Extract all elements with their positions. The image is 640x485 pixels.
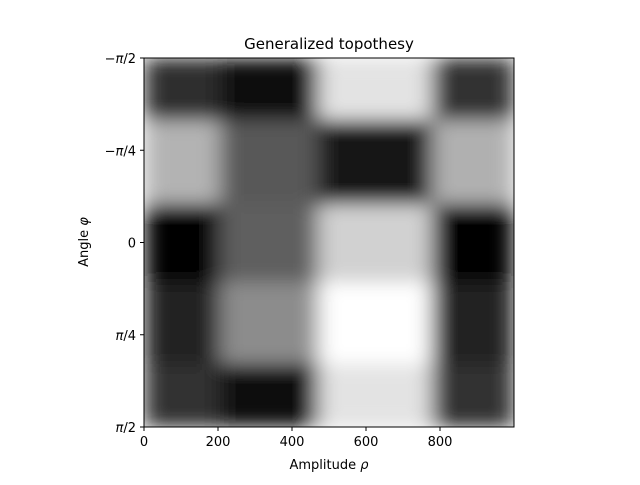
heatmap-cell-r1-c0 — [144, 120, 221, 205]
heatmap-cell-r0-c4 — [440, 58, 514, 121]
heatmap-cell-r4-c3 — [432, 364, 441, 427]
x-tick-label-2: 400 — [280, 435, 305, 450]
heatmap-cell-r1-c1 — [220, 120, 319, 205]
x-axis: 0 200 400 600 800 — [140, 427, 453, 450]
y-tick-label-2: 0 — [128, 237, 136, 252]
heatmap-cell-r2-c3 — [432, 204, 441, 283]
y-tick-label-4: π/2 — [116, 421, 136, 436]
x-tick-label-1: 200 — [206, 435, 231, 450]
y-axis-label: Angle φ — [77, 217, 92, 267]
heatmap-cell-r2-c4 — [440, 204, 514, 283]
heatmap-cell-r2-c2 — [318, 204, 433, 283]
heatmap-cell-r0-c2 — [318, 58, 433, 121]
heatmap-cell-r0-c3 — [432, 58, 441, 121]
heatmap-cells — [144, 58, 514, 427]
heatmap-cell-r4-c0 — [144, 364, 221, 427]
heatmap-cell-r3-c2 — [318, 282, 433, 365]
heatmap-cell-r0-c0 — [144, 58, 221, 121]
heatmap-cell-r1-c3 — [432, 120, 441, 205]
heatmap-cell-r4-c1 — [220, 364, 319, 427]
y-tick-label-1: −π/4 — [105, 144, 136, 159]
heatmap-cell-r2-c1 — [220, 204, 319, 283]
x-tick-label-0: 0 — [140, 435, 148, 450]
heatmap-cell-r3-c3 — [432, 282, 441, 365]
y-axis: −π/2 −π/4 0 π/4 π/2 — [105, 52, 144, 436]
heatmap-cell-r1-c2 — [318, 120, 433, 205]
heatmap-cell-r1-c4 — [440, 120, 514, 205]
x-tick-label-3: 600 — [354, 435, 379, 450]
heatmap-cell-r4-c2 — [318, 364, 433, 427]
heatmap-cell-r0-c1 — [220, 58, 319, 121]
heatmap-cell-r4-c4 — [440, 364, 514, 427]
heatmap-cell-r3-c1 — [220, 282, 319, 365]
heatmap-cell-r3-c0 — [144, 282, 221, 365]
chart-title: Generalized topothesy — [244, 35, 414, 53]
x-tick-label-4: 800 — [428, 435, 453, 450]
y-tick-label-0: −π/2 — [105, 52, 136, 67]
heatmap-cell-r2-c0 — [144, 204, 221, 283]
y-tick-label-3: π/4 — [116, 329, 136, 344]
heatmap-cell-r3-c4 — [440, 282, 514, 365]
x-axis-label: Amplitude ρ — [289, 458, 369, 473]
